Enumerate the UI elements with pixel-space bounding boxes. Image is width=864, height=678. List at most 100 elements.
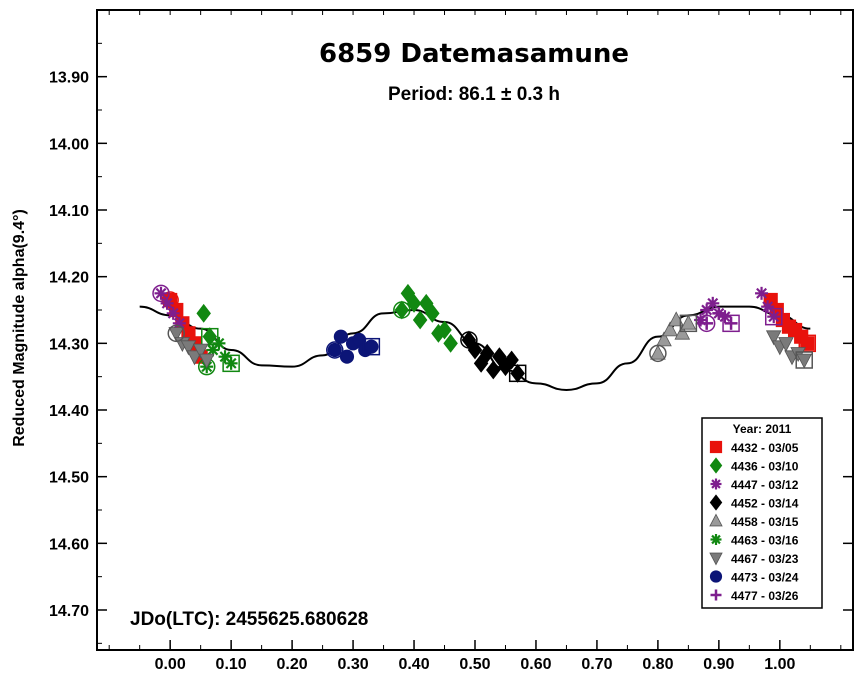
data-point	[198, 353, 215, 369]
legend-item: 4473 - 03/24	[709, 570, 799, 585]
x-tick-label: 0.40	[398, 656, 429, 673]
data-point	[473, 353, 489, 373]
data-point	[800, 336, 815, 351]
data-point	[765, 330, 782, 346]
y-tick-label: 14.20	[49, 270, 89, 287]
data-point	[437, 320, 452, 340]
data-point	[212, 336, 226, 350]
legend-item: 4467 - 03/23	[709, 552, 799, 566]
series-2	[196, 283, 458, 353]
data-point	[706, 296, 720, 310]
x-tick-label: 0.20	[277, 656, 308, 673]
session-start-marker	[393, 301, 411, 319]
data-point	[492, 347, 507, 367]
x-tick-label: 0.30	[337, 656, 368, 673]
chart-title: 6859 Datemasamune	[319, 39, 629, 69]
session-end-marker	[764, 307, 783, 326]
data-point	[400, 283, 416, 303]
data-point	[154, 286, 168, 300]
data-point	[674, 324, 691, 340]
legend-marker	[709, 552, 723, 566]
data-point	[778, 337, 794, 352]
y-tick-label: 14.50	[49, 470, 89, 487]
x-tick-label: 0.90	[703, 656, 734, 673]
jdo-annotation: JDo(LTC): 2455625.680628	[130, 609, 368, 630]
session-start-marker	[161, 291, 179, 309]
session-end-marker	[508, 364, 527, 383]
x-tick-label: 1.00	[764, 656, 795, 673]
legend: Year: 2011 4432 - 03/05 4436 - 03/10 4447 …	[701, 417, 823, 609]
chart-subtitle: Period: 86.1 ± 0.3 h	[388, 84, 560, 105]
data-point	[724, 316, 738, 330]
y-tick-label: 14.40	[49, 403, 89, 420]
legend-item: 4458 - 03/15	[709, 513, 799, 529]
data-point	[192, 343, 209, 359]
session-end-marker	[795, 351, 813, 369]
data-point	[486, 360, 501, 380]
data-point	[650, 344, 666, 360]
session-end-marker	[201, 327, 219, 346]
data-point	[166, 306, 180, 320]
data-point	[700, 316, 714, 330]
series-4	[460, 330, 527, 383]
series-7	[167, 324, 813, 369]
data-point	[412, 310, 428, 330]
x-tick-label: 0.00	[155, 656, 186, 673]
legend-label: 4436 - 03/10	[731, 460, 799, 474]
legend-label: 4458 - 03/15	[731, 515, 799, 529]
data-point	[479, 343, 495, 363]
data-point	[327, 342, 342, 358]
data-point	[180, 340, 197, 356]
legend-item: 4477 - 03/26	[710, 589, 799, 603]
x-tick-label: 0.80	[642, 656, 673, 673]
data-point	[333, 329, 348, 344]
data-point	[504, 350, 519, 370]
legend-marker	[709, 457, 723, 474]
legend-label: 4467 - 03/23	[731, 552, 799, 566]
legend-marker	[709, 513, 723, 527]
y-tick-label: 14.10	[49, 203, 89, 220]
x-tick-label: 0.60	[520, 656, 551, 673]
session-start-marker	[326, 341, 344, 359]
y-tick-label: 14.00	[49, 136, 89, 153]
series-8	[326, 329, 381, 364]
legend-label: 4452 - 03/14	[731, 497, 799, 511]
data-points-layer	[152, 283, 817, 383]
y-tick-label: 14.60	[49, 536, 89, 553]
y-tick-label: 14.70	[49, 603, 89, 620]
legend-items: 4432 - 03/05 4436 - 03/10 4447 - 03/12 4452…	[709, 440, 799, 603]
axes: 0.00 0.10 0.20 0.30 0.40 0.50 0.60 0.70 0.80 0.90…	[49, 10, 853, 673]
session-end-marker	[722, 314, 740, 333]
legend-label: 4432 - 03/05	[731, 441, 799, 455]
legend-marker	[710, 534, 722, 545]
y-tick-label: 13.90	[49, 70, 89, 87]
legend-marker	[709, 494, 723, 511]
legend-marker	[710, 589, 722, 601]
legend-title: Year: 2011	[733, 422, 792, 436]
legend-label: 4447 - 03/12	[731, 478, 799, 492]
data-point	[755, 286, 769, 300]
data-point	[443, 333, 458, 353]
data-point	[656, 331, 672, 347]
y-tick-label: 14.30	[49, 336, 89, 353]
data-point	[662, 321, 678, 337]
data-point	[712, 306, 726, 320]
x-tick-label: 0.70	[581, 656, 612, 673]
data-point	[364, 339, 379, 354]
legend-item: 4447 - 03/12	[710, 478, 799, 492]
data-point	[224, 356, 238, 370]
session-start-marker	[152, 284, 170, 303]
session-start-marker	[649, 344, 667, 363]
series-5	[649, 311, 698, 363]
data-point	[418, 293, 434, 313]
data-point	[196, 303, 211, 323]
legend-marker	[709, 570, 723, 583]
legend-label: 4463 - 03/16	[731, 534, 799, 548]
data-point	[186, 350, 203, 366]
data-point	[668, 311, 685, 327]
legend-item: 4452 - 03/14	[709, 494, 799, 511]
legend-marker	[710, 478, 722, 490]
data-point	[767, 310, 781, 324]
data-point	[172, 316, 186, 330]
